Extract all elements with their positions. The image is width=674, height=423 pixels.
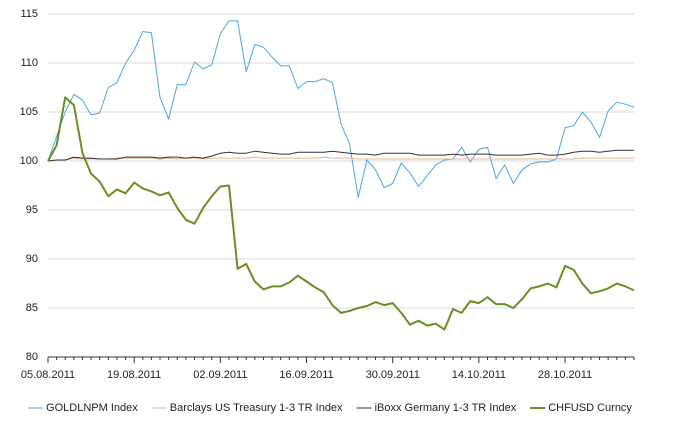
x-tick-label: 16.09.2011 [279,369,333,381]
x-tick-label: 28.10.2011 [538,369,592,381]
legend-label: GOLDLNPM Index [46,402,138,414]
x-tick-label: 30.09.2011 [366,369,420,381]
x-tick-label: 14.10.2011 [452,369,506,381]
y-tick-label: 95 [26,204,38,216]
y-tick-label: 110 [20,57,38,69]
y-tick-label: 80 [26,351,38,363]
y-tick-label: 105 [20,106,38,118]
y-tick-label: 100 [20,155,38,167]
x-tick-label: 02.09.2011 [193,369,247,381]
legend-label: iBoxx Germany 1-3 TR Index [375,402,517,414]
series-line [47,156,634,162]
legend-label: CHFUSD Curncy [548,402,632,414]
y-tick-label: 90 [26,253,38,265]
x-tick-label: 05.08.2011 [21,369,75,381]
series-line [47,20,635,198]
y-tick-label: 115 [20,8,38,20]
series-line [47,96,635,331]
series-line [47,149,634,162]
x-tick-label: 19.08.2011 [107,369,161,381]
legend-label: Barclays US Treasury 1-3 TR Index [170,402,343,414]
y-tick-label: 85 [26,302,38,314]
